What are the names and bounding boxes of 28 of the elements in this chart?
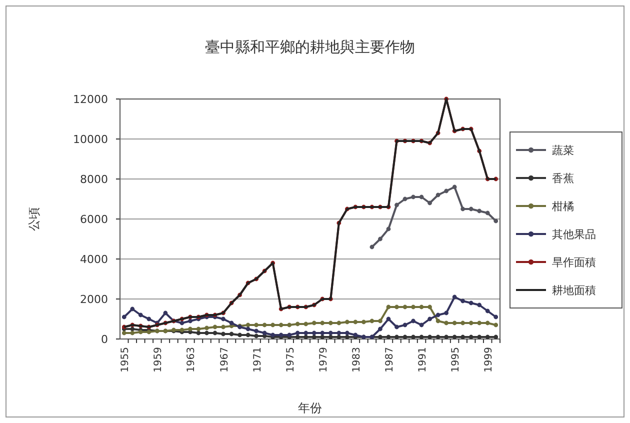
x-tick-label: 1999 (484, 347, 495, 372)
x-tick-label: 1959 (153, 347, 164, 372)
legend-label: 柑橘 (551, 200, 574, 213)
y-tick-label: 4000 (80, 253, 108, 266)
x-tick-label: 1963 (186, 347, 198, 372)
legend-label: 旱作面積 (552, 256, 596, 269)
x-tick-label: 1971 (252, 347, 264, 372)
y-tick-label: 8000 (80, 173, 108, 186)
x-tick-label: 1979 (318, 347, 330, 372)
y-axis-title: 公頃 (27, 207, 41, 231)
x-tick-label: 1955 (120, 347, 132, 372)
y-tick-label: 6000 (80, 213, 108, 226)
y-tick-label: 12000 (73, 93, 108, 106)
x-tick-label: 1967 (219, 347, 230, 372)
x-tick-label: 1983 (351, 347, 362, 372)
legend-label: 香蕉 (552, 172, 574, 185)
legend-label: 耕地面積 (552, 284, 596, 297)
x-axis-title: 年份 (298, 401, 322, 415)
x-tick-label: 1995 (450, 347, 462, 372)
x-tick-label: 1987 (384, 347, 396, 372)
x-tick-label: 1991 (418, 347, 429, 372)
x-tick-label: 1975 (285, 347, 296, 372)
chart-title: 臺中縣和平鄉的耕地與主要作物 (205, 38, 415, 56)
legend-label: 蔬菜 (552, 144, 574, 157)
y-tick-label: 2000 (80, 293, 108, 306)
y-tick-label: 10000 (73, 133, 108, 146)
y-tick-label: 0 (101, 333, 108, 346)
legend-label: 其他果品 (552, 228, 596, 241)
